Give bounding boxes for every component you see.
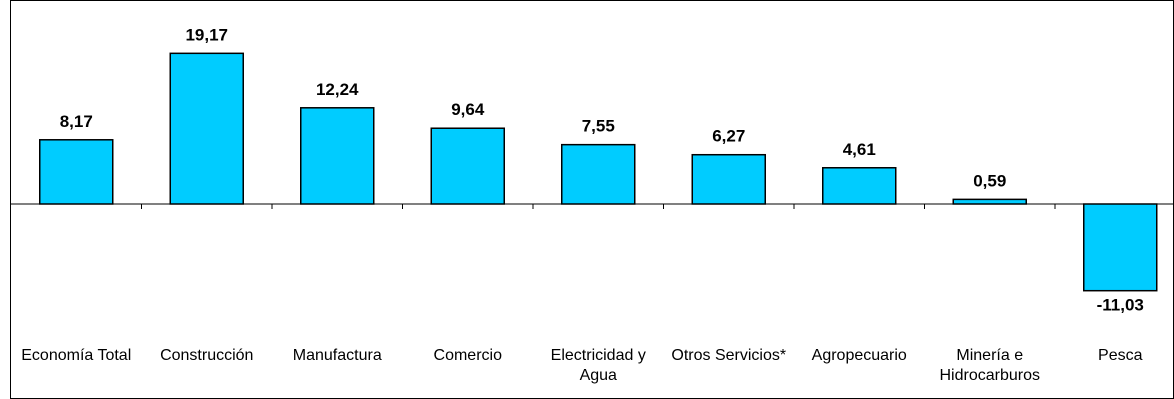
category-label: Minería e Hidrocarburos bbox=[940, 347, 1040, 384]
data-label: -11,03 bbox=[1097, 296, 1144, 315]
bar bbox=[822, 167, 897, 205]
category-label: Economía Total bbox=[21, 347, 131, 364]
data-label: 0,59 bbox=[973, 171, 1006, 190]
category-labels-layer: Economía Total Construcción Manufactura Com… bbox=[21, 347, 1142, 384]
axis-layer bbox=[11, 203, 1174, 209]
data-label: 7,55 bbox=[582, 117, 615, 136]
category-label: Agropecuario bbox=[812, 347, 907, 364]
data-label: 8,17 bbox=[60, 112, 93, 131]
bar bbox=[169, 52, 244, 205]
value-labels-layer: 8,17 19,17 12,24 9,64 7,55 6,27 4,61 0,59 -11,03 bbox=[60, 25, 1144, 314]
category-label: Pesca bbox=[1098, 347, 1143, 364]
bar bbox=[430, 127, 505, 205]
data-label: 12,24 bbox=[316, 80, 359, 99]
bar bbox=[952, 198, 1027, 205]
data-label: 9,64 bbox=[451, 100, 485, 119]
bar bbox=[39, 139, 114, 205]
bar bbox=[1083, 203, 1158, 292]
category-label: Otros Servicios* bbox=[671, 347, 786, 364]
category-label: Electricidad y Agua bbox=[551, 347, 646, 384]
data-label: 6,27 bbox=[712, 127, 745, 146]
category-label: Comercio bbox=[434, 347, 503, 364]
data-label: 4,61 bbox=[843, 140, 876, 159]
bar bbox=[300, 107, 375, 205]
category-label: Construcción bbox=[160, 347, 253, 364]
bar bbox=[561, 143, 636, 205]
category-label: Manufactura bbox=[293, 347, 382, 364]
bars-layer bbox=[39, 52, 1158, 292]
bar bbox=[691, 153, 766, 205]
data-label: 19,17 bbox=[185, 25, 228, 44]
